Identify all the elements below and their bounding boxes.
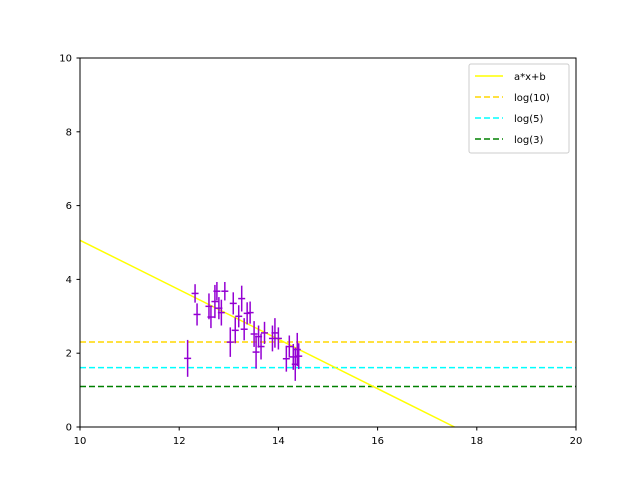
legend-box <box>468 63 570 154</box>
data-point-12 <box>229 292 237 315</box>
x-tick-label-6: 20 <box>570 436 583 447</box>
y-tick-label-5: 8 <box>66 127 72 138</box>
data-point-15 <box>238 285 246 312</box>
y-axis: 0 2 4 6 8 10 <box>59 54 80 434</box>
x-tick-label-1: 10 <box>74 436 87 447</box>
x-tick-label-5: 18 <box>470 436 483 447</box>
data-point-23 <box>261 321 269 344</box>
x-tick-label-2: 12 <box>173 436 186 447</box>
legend-label-2: log(10) <box>514 93 550 104</box>
data-point-25 <box>271 318 279 348</box>
x-tick-label-4: 16 <box>371 436 384 447</box>
data-point-32 <box>295 343 303 370</box>
data-point-14 <box>235 305 243 328</box>
data-point-9 <box>217 299 225 326</box>
y-tick-label-4: 6 <box>66 201 72 212</box>
axes-frame <box>79 57 577 428</box>
x-axis: 10 12 14 16 18 20 <box>74 427 583 447</box>
data-point-13 <box>231 317 239 344</box>
data-point-3 <box>193 303 201 326</box>
data-point-31 <box>293 332 301 367</box>
x-tick-label-3: 14 <box>272 436 285 447</box>
data-point-2 <box>191 284 199 303</box>
data-point-1 <box>184 339 192 377</box>
plot-area <box>79 239 576 428</box>
data-point-16 <box>240 318 248 341</box>
y-tick-label-1: 0 <box>66 423 72 434</box>
data-point-20 <box>252 335 260 369</box>
y-tick-label-3: 4 <box>66 275 72 286</box>
legend-label-1: a*x+b <box>514 72 546 83</box>
data-point-19 <box>250 321 258 347</box>
legend-label-4: log(3) <box>514 135 544 146</box>
data-point-28 <box>285 335 293 358</box>
y-tick-label-2: 2 <box>66 349 72 360</box>
data-point-5 <box>207 305 215 329</box>
data-point-18 <box>246 301 254 324</box>
legend-label-3: log(5) <box>514 114 544 125</box>
data-point-27 <box>282 345 290 372</box>
legend: a*x+b log(10) log(5) log(3) <box>468 63 570 154</box>
data-point-26 <box>274 327 282 350</box>
data-point-22 <box>257 333 265 360</box>
y-tick-label-6: 10 <box>59 54 72 65</box>
data-point-7 <box>213 281 221 301</box>
data-point-10 <box>221 281 229 301</box>
data-point-11 <box>226 327 234 357</box>
